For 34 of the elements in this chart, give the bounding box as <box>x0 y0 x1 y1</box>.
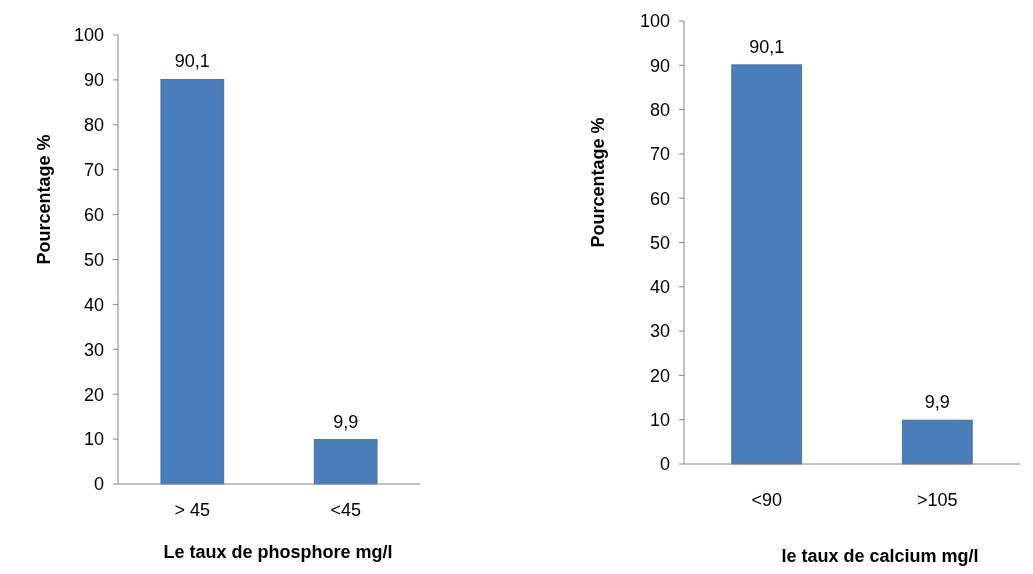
y-tick-label: 10 <box>649 410 670 430</box>
y-axis-title: Pourcentage % <box>34 134 54 265</box>
y-tick-label: 40 <box>83 294 104 315</box>
y-tick-label: 0 <box>659 454 670 475</box>
y-tick-label: 70 <box>649 144 670 165</box>
data-label: 9,9 <box>924 392 950 413</box>
y-tick-label: 40 <box>649 277 670 298</box>
y-tick-label: 60 <box>649 188 670 209</box>
x-tick-label: > 45 <box>174 500 211 520</box>
y-tick-label: 30 <box>83 339 104 360</box>
x-tick-label: <45 <box>330 500 361 520</box>
y-tick-label: 90 <box>83 70 104 91</box>
data-label: 90,1 <box>174 51 210 72</box>
y-tick-label: 90 <box>649 55 670 76</box>
y-tick-label: 80 <box>649 99 670 120</box>
y-tick-label: 100 <box>639 11 670 32</box>
x-axis-title: le taux de calcium mg/l <box>781 546 979 566</box>
y-tick-label: 60 <box>83 204 104 225</box>
x-axis-title: Le taux de phosphore mg/l <box>163 542 393 562</box>
y-tick-label: 20 <box>649 365 670 386</box>
y-tick-label: 0 <box>93 474 104 495</box>
x-tick-label: <90 <box>751 490 782 510</box>
y-tick-label: 50 <box>649 232 670 253</box>
data-label: 9,9 <box>333 411 359 432</box>
y-tick-label: 70 <box>83 160 104 180</box>
y-tick-label: 80 <box>83 115 104 136</box>
x-tick-label: >105 <box>917 490 958 510</box>
y-tick-label: 50 <box>83 249 104 270</box>
data-label: 90,1 <box>749 36 785 57</box>
y-tick-label: 30 <box>649 321 670 342</box>
y-tick-label: 10 <box>83 429 104 450</box>
y-axis-title: Pourcentage % <box>588 117 608 248</box>
y-tick-label: 100 <box>73 25 104 46</box>
y-tick-label: 20 <box>83 384 104 405</box>
